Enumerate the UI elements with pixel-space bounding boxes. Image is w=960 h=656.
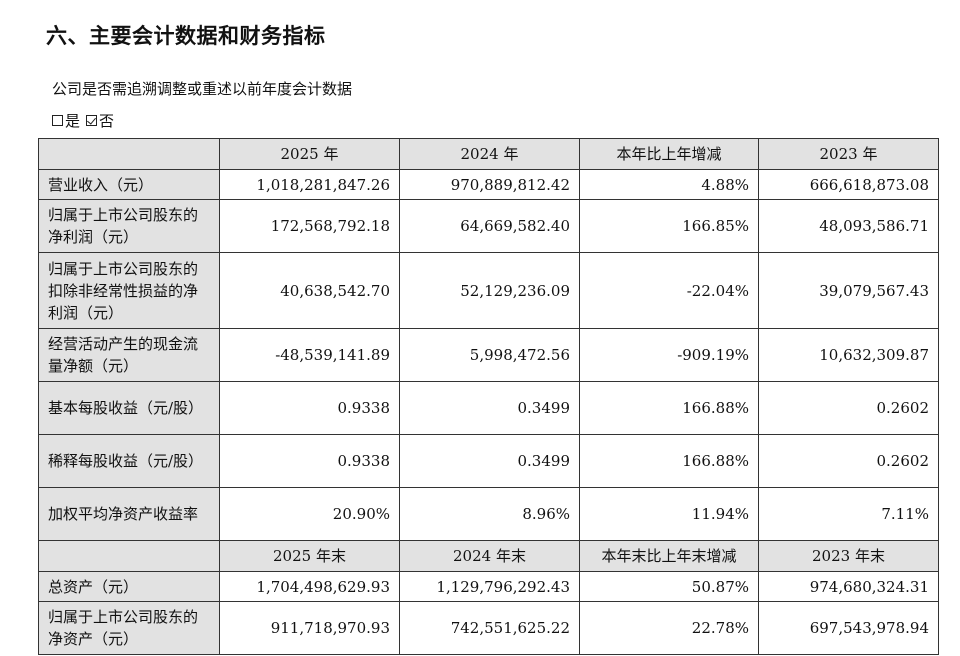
cell-value: 697,543,978.94 [758,601,939,655]
option-yes: 是 [52,110,80,131]
cell-value: -48,539,141.89 [219,328,400,382]
row-label: 稀释每股收益（元/股） [38,434,220,488]
table-row: 加权平均净资产收益率 20.90% 8.96% 11.94% 7.11% [38,487,939,541]
table-row: 归属于上市公司股东的净资产（元） 911,718,970.93 742,551,… [38,601,939,655]
table-row: 基本每股收益（元/股） 0.9338 0.3499 166.88% 0.2602 [38,381,939,435]
cell-value: 970,889,812.42 [399,169,580,200]
table-row: 营业收入（元） 1,018,281,847.26 970,889,812.42 … [38,169,939,200]
cell-value: 172,568,792.18 [219,199,400,253]
header-cell [38,540,220,572]
header-cell: 2025 年末 [219,540,400,572]
cell-value: 166.85% [579,199,759,253]
table-subheader-row: 2025 年末 2024 年末 本年末比上年末增减 2023 年末 [38,540,939,572]
option-no-label: 否 [99,112,115,130]
checkbox-yes [52,115,63,126]
cell-value: 1,129,796,292.43 [399,571,580,602]
cell-value: -909.19% [579,328,759,382]
cell-value: -22.04% [579,252,759,329]
cell-value: 166.88% [579,434,759,488]
cell-value: 64,669,582.40 [399,199,580,253]
row-label: 基本每股收益（元/股） [38,381,220,435]
cell-value: 1,704,498,629.93 [219,571,400,602]
financial-data-table: 2025 年 2024 年 本年比上年增减 2023 年 营业收入（元） 1,0… [38,138,939,655]
cell-value: 742,551,625.22 [399,601,580,655]
cell-value: 20.90% [219,487,400,541]
cell-value: 0.3499 [399,434,580,488]
section-heading: 六、主要会计数据和财务指标 [46,24,326,48]
header-cell: 本年末比上年末增减 [579,540,759,572]
table-row: 经营活动产生的现金流量净额（元） -48,539,141.89 5,998,47… [38,328,939,382]
cell-value: 666,618,873.08 [758,169,939,200]
cell-value: 22.78% [579,601,759,655]
restatement-options: 是 否 [52,110,114,131]
row-label: 加权平均净资产收益率 [38,487,220,541]
option-no: 否 [86,110,114,131]
table-header-row: 2025 年 2024 年 本年比上年增减 2023 年 [38,138,939,170]
cell-value: 0.2602 [758,381,939,435]
header-cell: 2023 年末 [758,540,939,572]
row-label: 归属于上市公司股东的净资产（元） [38,601,220,655]
cell-value: 0.3499 [399,381,580,435]
row-label: 经营活动产生的现金流量净额（元） [38,328,220,382]
cell-value: 0.9338 [219,381,400,435]
cell-value: 50.87% [579,571,759,602]
cell-value: 1,018,281,847.26 [219,169,400,200]
checkbox-no [86,115,98,126]
row-label: 归属于上市公司股东的净利润（元） [38,199,220,253]
cell-value: 7.11% [758,487,939,541]
header-cell: 2025 年 [219,138,400,170]
cell-value: 11.94% [579,487,759,541]
header-cell: 本年比上年增减 [579,138,759,170]
cell-value: 0.2602 [758,434,939,488]
cell-value: 166.88% [579,381,759,435]
cell-value: 974,680,324.31 [758,571,939,602]
cell-value: 911,718,970.93 [219,601,400,655]
row-label: 营业收入（元） [38,169,220,200]
header-cell: 2023 年 [758,138,939,170]
header-cell [38,138,220,170]
cell-value: 5,998,472.56 [399,328,580,382]
cell-value: 52,129,236.09 [399,252,580,329]
cell-value: 0.9338 [219,434,400,488]
table-row: 归属于上市公司股东的扣除非经常性损益的净利润（元） 40,638,542.70 … [38,252,939,329]
header-cell: 2024 年 [399,138,580,170]
table-row: 归属于上市公司股东的净利润（元） 172,568,792.18 64,669,5… [38,199,939,253]
restatement-question: 公司是否需追溯调整或重述以前年度会计数据 [52,80,353,98]
cell-value: 8.96% [399,487,580,541]
table-row: 稀释每股收益（元/股） 0.9338 0.3499 166.88% 0.2602 [38,434,939,488]
table-row: 总资产（元） 1,704,498,629.93 1,129,796,292.43… [38,571,939,602]
row-label: 总资产（元） [38,571,220,602]
header-cell: 2024 年末 [399,540,580,572]
row-label: 归属于上市公司股东的扣除非经常性损益的净利润（元） [38,252,220,329]
cell-value: 40,638,542.70 [219,252,400,329]
option-yes-label: 是 [65,112,81,130]
cell-value: 39,079,567.43 [758,252,939,329]
cell-value: 48,093,586.71 [758,199,939,253]
cell-value: 4.88% [579,169,759,200]
cell-value: 10,632,309.87 [758,328,939,382]
